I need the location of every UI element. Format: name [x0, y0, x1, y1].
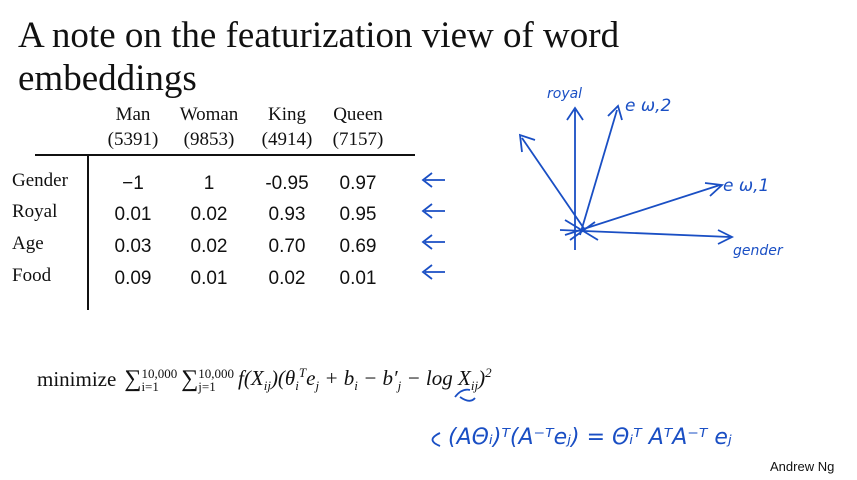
limits: 10,000 i=1 — [141, 367, 177, 393]
column-index: (5391) — [107, 129, 159, 150]
cell: 0.97 — [339, 173, 377, 194]
column-name: Queen — [333, 104, 383, 125]
cell: −1 — [122, 173, 144, 194]
formula-text: − b′ — [357, 366, 398, 390]
formula-text: minimize — [37, 367, 117, 392]
column-index: (9853) — [183, 129, 235, 150]
cell: 0.01 — [190, 268, 228, 289]
cell: 1 — [203, 173, 215, 194]
cell: -0.95 — [265, 173, 309, 194]
footer: Andrew Ng — [770, 459, 835, 474]
row-label: Food — [12, 265, 52, 286]
limits: 10,000 j=1 — [198, 367, 234, 393]
title: embeddings — [18, 58, 197, 99]
cell: 0.03 — [114, 236, 152, 257]
cell: 0.01 — [114, 204, 152, 225]
column-index: (7157) — [332, 129, 384, 150]
formula-text: j — [397, 378, 402, 394]
formula-text: T — [298, 365, 307, 380]
formula-text: ij — [263, 378, 271, 394]
formula-text: 2 — [485, 365, 492, 380]
column-name: Man — [115, 104, 151, 125]
cell: 0.93 — [268, 204, 306, 225]
formula-text: )(θ — [270, 366, 296, 390]
vector-label: e ω,2 — [625, 96, 672, 116]
formula-text: i — [295, 378, 299, 394]
column-index: (4914) — [261, 129, 313, 150]
cell: 0.01 — [339, 268, 377, 289]
formula-text: ∑ — [124, 366, 142, 393]
formula-text: j — [315, 378, 320, 394]
formula-body: f(Xij)(θiTej + bi − b′j − log Xij)2 — [238, 365, 492, 394]
formula-text: − log X — [401, 366, 471, 390]
row-label: Gender — [12, 170, 68, 191]
column-name: King — [268, 104, 306, 125]
cell: 0.02 — [190, 204, 228, 225]
formula-text: i — [354, 378, 358, 394]
handwritten-note: (AΘᵢ)ᵀ(A⁻ᵀeⱼ) = Θᵢᵀ AᵀA⁻ᵀ eⱼ — [448, 425, 732, 450]
row-label: Royal — [12, 201, 58, 222]
cell: 0.95 — [339, 204, 377, 225]
cell: 0.02 — [268, 268, 306, 289]
formula-text: ) — [478, 366, 486, 390]
formula: minimize ∑ 10,000 i=1 ∑ 10,000 j=1 f(Xij)(… — [37, 365, 492, 394]
cell: 0.09 — [114, 268, 152, 289]
formula-text: 10,000 — [198, 365, 235, 381]
formula-text: f(X — [238, 366, 264, 390]
formula-text: j=1 — [198, 378, 216, 394]
formula-text: ∑ — [181, 366, 199, 393]
formula-text: 10,000 — [141, 365, 178, 381]
axis-label: royal — [547, 86, 583, 102]
vector-label: e ω,1 — [723, 176, 770, 196]
formula-text: + b — [319, 366, 355, 390]
cell: 0.02 — [190, 236, 228, 257]
arrows — [421, 104, 735, 447]
row-label: Age — [12, 233, 44, 254]
title: A note on the featurization view of word — [18, 15, 620, 56]
formula-text: i=1 — [141, 378, 159, 394]
column-name: Woman — [179, 104, 239, 125]
formula-text: ij — [470, 378, 479, 394]
cell: 0.69 — [339, 236, 377, 257]
axis-label: gender — [733, 243, 783, 259]
formula-text: e — [306, 366, 316, 390]
cell: 0.70 — [268, 236, 306, 257]
